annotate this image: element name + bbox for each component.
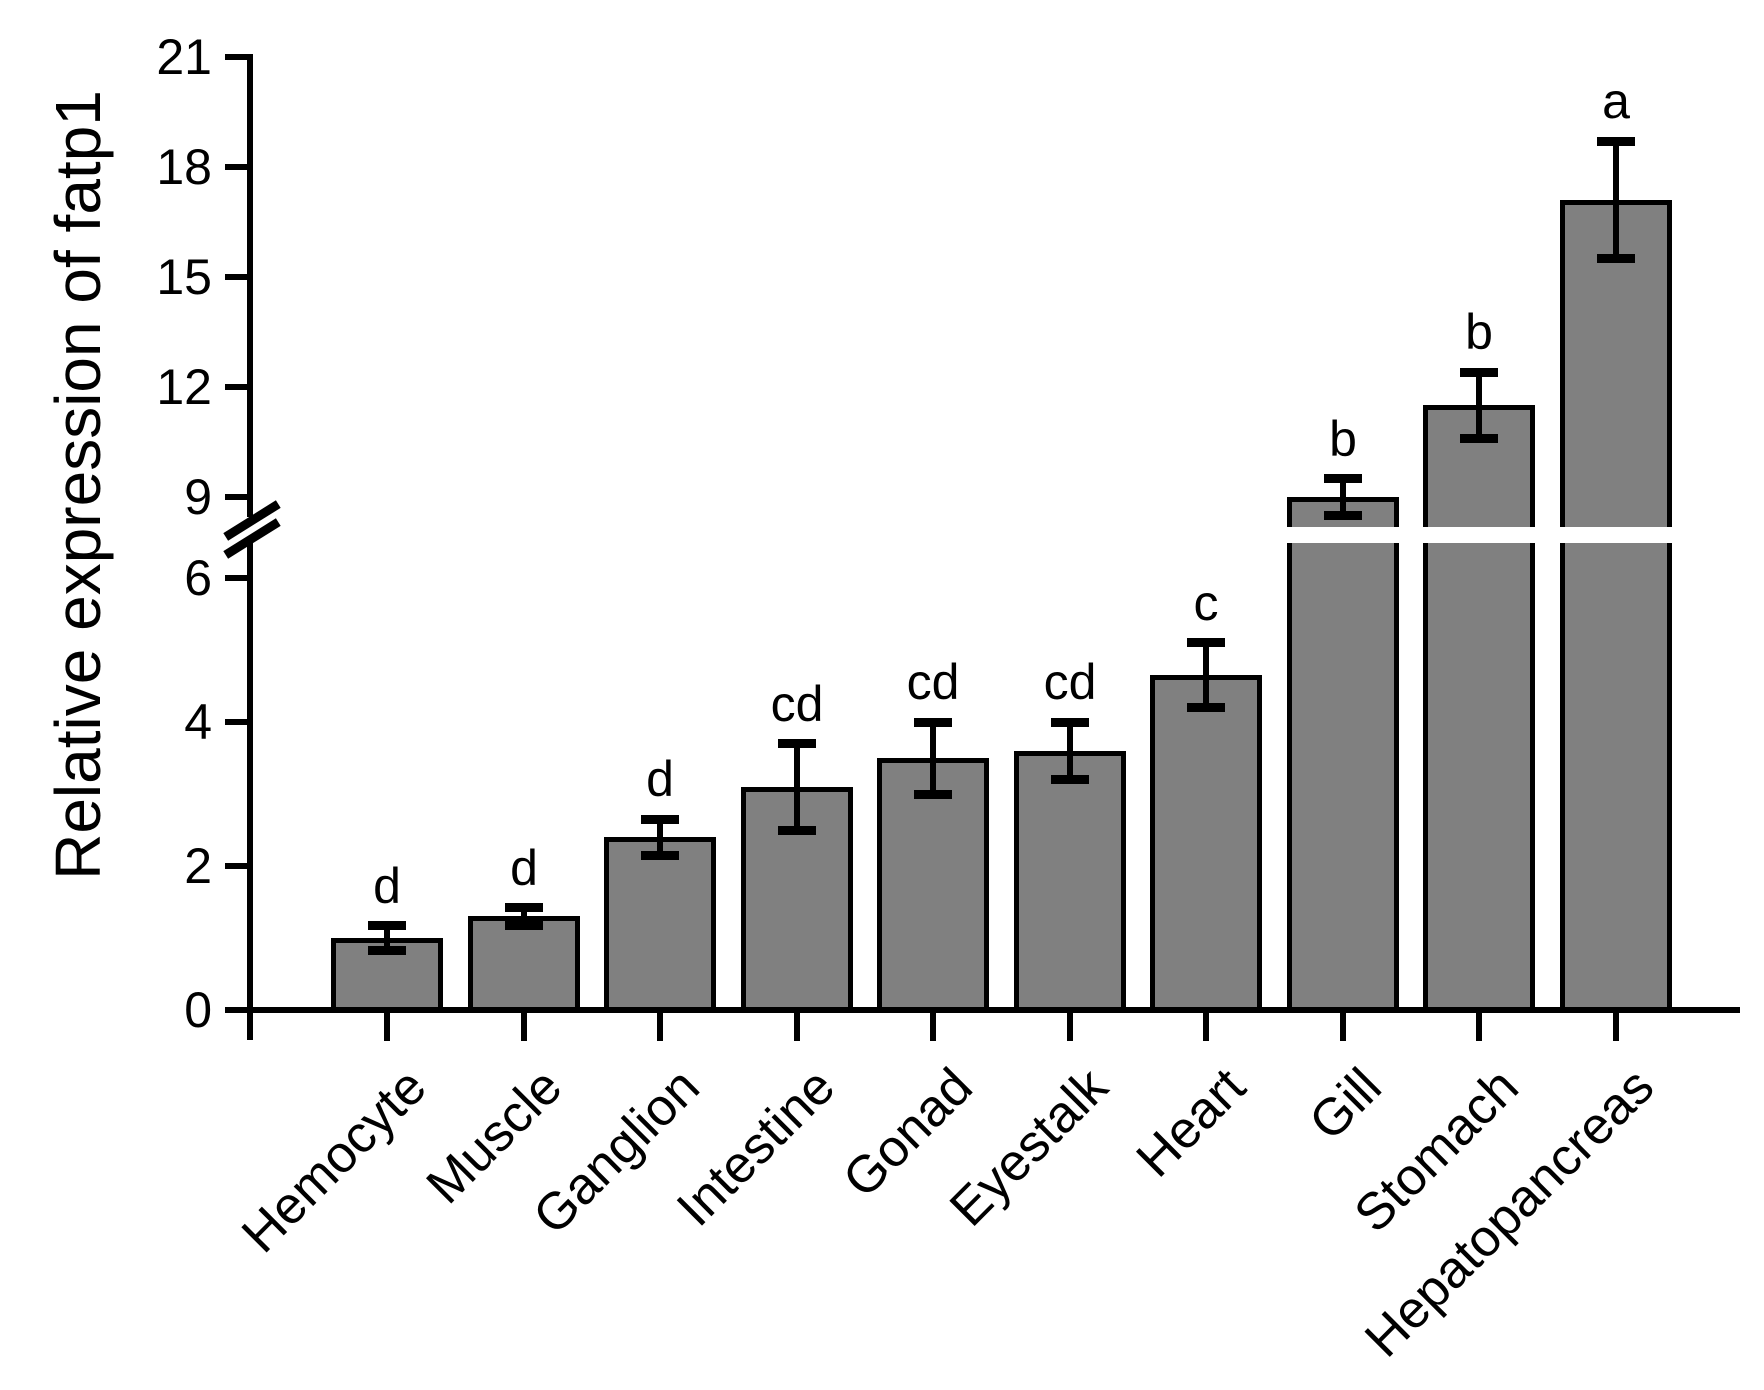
error-bar-line <box>1476 372 1482 438</box>
error-bar-line <box>521 908 527 925</box>
y-tick-label: 4 <box>184 694 212 750</box>
error-bar-line <box>1340 479 1346 516</box>
y-tick-label: 0 <box>184 982 212 1038</box>
sig-letter: cd <box>1043 654 1097 710</box>
x-tick <box>794 1013 800 1041</box>
x-tick <box>1476 1013 1482 1041</box>
error-bar-cap-bottom <box>1460 434 1498 443</box>
error-bar-cap-top <box>1051 718 1089 727</box>
y-tick-label: 18 <box>156 139 212 195</box>
x-tick <box>521 1013 527 1041</box>
error-bar-line <box>930 722 936 794</box>
error-bar-cap-bottom <box>1324 511 1362 520</box>
error-bar-line <box>794 744 800 830</box>
error-bar-cap-top <box>778 739 816 748</box>
error-bar-cap-bottom <box>368 946 406 955</box>
y-tick-label: 2 <box>184 838 212 894</box>
y-tick-label: 9 <box>184 469 212 525</box>
y-tick-label: 6 <box>184 550 212 606</box>
bar-lower-segment <box>1560 543 1672 1013</box>
sig-letter: d <box>646 751 674 807</box>
sig-letter: d <box>510 840 538 896</box>
bar <box>1150 675 1262 1013</box>
bar-lower-segment <box>1423 543 1535 1013</box>
x-tick <box>1340 1013 1346 1041</box>
sig-letter: cd <box>770 676 824 732</box>
error-bar-cap-top <box>505 903 543 912</box>
error-bar-cap-top <box>368 921 406 930</box>
sig-letter: b <box>1465 304 1493 360</box>
error-bar-cap-top <box>641 815 679 824</box>
y-axis-line <box>247 54 253 1040</box>
y-tick <box>225 719 247 725</box>
error-bar-cap-top <box>914 718 952 727</box>
error-bar-cap-bottom <box>641 851 679 860</box>
y-tick <box>225 384 247 390</box>
y-tick <box>225 494 247 500</box>
y-tick <box>225 54 247 60</box>
x-axis-line <box>225 1007 1740 1013</box>
error-bar-cap-bottom <box>1051 775 1089 784</box>
bar-upper-segment <box>1423 405 1535 527</box>
y-tick-label: 21 <box>156 29 212 85</box>
error-bar-line <box>1613 141 1619 258</box>
error-bar-cap-bottom <box>505 921 543 930</box>
y-tick <box>225 1007 247 1013</box>
x-tick <box>1613 1013 1619 1041</box>
x-tick-label: Gill <box>1298 1057 1393 1152</box>
error-bar-cap-bottom <box>1597 254 1635 263</box>
sig-letter: d <box>373 858 401 914</box>
error-bar-cap-bottom <box>778 826 816 835</box>
error-bar-line <box>1203 643 1209 708</box>
error-bar-cap-bottom <box>914 790 952 799</box>
sig-letter: b <box>1329 411 1357 467</box>
y-tick-label: 12 <box>156 359 212 415</box>
sig-letter: c <box>1193 575 1219 631</box>
error-bar-line <box>657 819 663 855</box>
x-tick-label: Heart <box>1125 1057 1257 1189</box>
x-tick <box>1067 1013 1073 1041</box>
y-tick <box>225 274 247 280</box>
error-bar-cap-top <box>1460 368 1498 377</box>
bar <box>468 916 580 1013</box>
y-tick <box>225 164 247 170</box>
sig-letter: a <box>1602 73 1630 129</box>
x-tick <box>657 1013 663 1041</box>
x-tick <box>1203 1013 1209 1041</box>
error-bar-cap-bottom <box>1187 703 1225 712</box>
y-tick-label: 15 <box>156 249 212 305</box>
error-bar-cap-top <box>1324 474 1362 483</box>
bar-lower-segment <box>1287 543 1399 1013</box>
bar <box>604 837 716 1013</box>
x-tick <box>384 1013 390 1041</box>
error-bar-cap-top <box>1187 638 1225 647</box>
error-bar-cap-top <box>1597 137 1635 146</box>
sig-letter: cd <box>906 654 960 710</box>
axis-break-band <box>256 527 1740 543</box>
x-tick-label: Hemocyte <box>230 1057 438 1265</box>
x-tick <box>930 1013 936 1041</box>
y-tick <box>225 575 247 581</box>
bar <box>1014 751 1126 1013</box>
y-tick <box>225 863 247 869</box>
error-bar-line <box>1067 722 1073 780</box>
error-bar-line <box>384 926 390 950</box>
y-axis-break-gap <box>245 517 255 543</box>
